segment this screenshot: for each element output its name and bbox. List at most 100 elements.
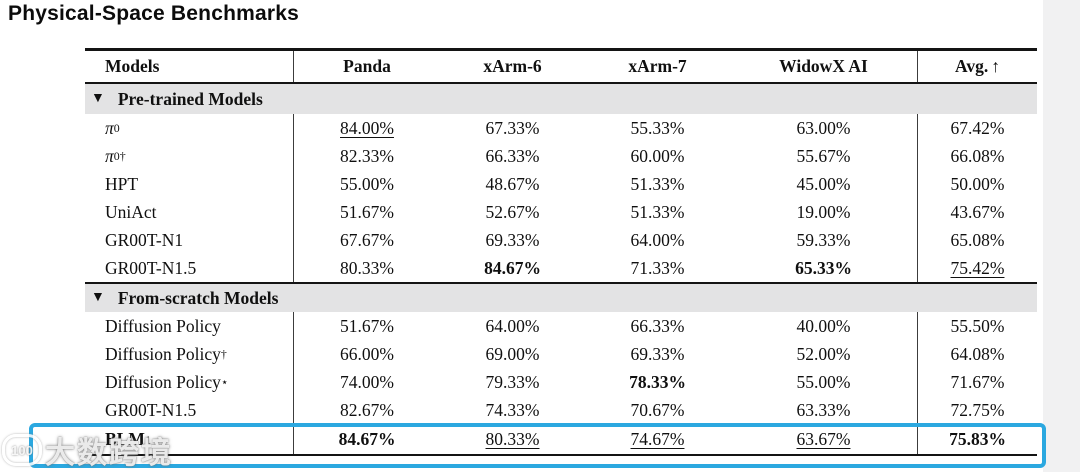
value-cell: 78.33%: [585, 368, 730, 396]
watermark: 100 大数跨境: [2, 428, 173, 472]
value-cell: 64.08%: [917, 340, 1037, 368]
value-cell: 64.00%: [440, 312, 585, 340]
value-cell: 60.00%: [585, 142, 730, 170]
value-cell: 55.00%: [293, 170, 440, 198]
value: 71.33%: [630, 257, 685, 278]
model-name-base: BLM: [105, 429, 145, 449]
value-cell: 40.00%: [730, 312, 917, 340]
table-row-hpt: HPT 55.00% 48.67% 51.33% 45.00% 50.00%: [85, 170, 1037, 198]
value-cell: 82.33%: [293, 142, 440, 170]
value: 63.00%: [796, 117, 851, 138]
table-row-gr00t-n15-scratch: GR00T-N1.5 82.67% 74.33% 70.67% 63.33% 7…: [85, 396, 1037, 424]
value: 50.00%: [950, 173, 1005, 194]
section-header-pretrained: ▼ Pre-trained Models: [85, 84, 1037, 114]
value-cell: 55.67%: [730, 142, 917, 170]
value: 67.42%: [950, 117, 1005, 138]
value: 84.67%: [484, 257, 541, 278]
table-row-pi0-dagger: π 0 † 82.33% 66.33% 60.00% 55.67% 66.08%: [85, 142, 1037, 170]
column-header-models: Models: [105, 56, 160, 76]
table-row-diffusion-policy-dagger: Diffusion Policy † 66.00% 69.00% 69.33% 5…: [85, 340, 1037, 368]
value-cell: 67.33%: [440, 114, 585, 142]
value: 84.00%: [340, 117, 394, 138]
value-cell: 67.42%: [917, 114, 1037, 142]
value-cell: 51.33%: [585, 198, 730, 226]
value-cell: 84.67%: [293, 425, 440, 454]
column-header-xarm7: xArm-7: [628, 56, 687, 76]
value-cell: 70.67%: [585, 396, 730, 424]
value: 82.33%: [340, 145, 394, 166]
value-cell: 63.00%: [730, 114, 917, 142]
watermark-logo-icon: 100: [2, 434, 42, 466]
model-name-base: Diffusion Policy: [105, 371, 221, 392]
value-cell: 19.00%: [730, 198, 917, 226]
value-cell: 65.33%: [730, 254, 917, 282]
value: 51.67%: [340, 315, 394, 336]
value-cell: 79.33%: [440, 368, 585, 396]
value: 67.33%: [485, 117, 540, 138]
value-cell: 63.67%: [730, 425, 917, 454]
value-cell: 71.33%: [585, 254, 730, 282]
value-cell: 45.00%: [730, 170, 917, 198]
value: 52.00%: [796, 343, 851, 364]
value: 64.00%: [630, 229, 685, 250]
value: 69.33%: [485, 229, 540, 250]
value-cell: 69.00%: [440, 340, 585, 368]
value-cell: 66.33%: [440, 142, 585, 170]
model-name-base: UniAct: [105, 201, 157, 222]
table-row-uniact: UniAct 51.67% 52.67% 51.33% 19.00% 43.67…: [85, 198, 1037, 226]
model-name: GR00T-N1: [85, 226, 293, 254]
column-header-widowx: WidowX AI: [779, 56, 868, 76]
model-name: UniAct: [85, 198, 293, 226]
table-header-row: Models Panda xArm-6 xArm-7 WidowX AI Avg…: [85, 51, 1037, 84]
column-header-avg: Avg. ↑: [917, 51, 1037, 82]
page-title: Physical-Space Benchmarks: [8, 2, 299, 25]
value: 80.33%: [485, 429, 540, 449]
value: 51.67%: [340, 201, 394, 222]
value: 19.00%: [796, 201, 851, 222]
ascending-arrow-icon: ↑: [991, 56, 1000, 76]
model-name-base: π: [105, 117, 114, 138]
value-cell: 80.33%: [440, 425, 585, 454]
value-cell: 64.00%: [585, 226, 730, 254]
value: 69.00%: [485, 343, 540, 364]
value-cell: 84.67%: [440, 254, 585, 282]
model-name-base: GR00T-N1: [105, 229, 184, 250]
model-name-base: HPT: [105, 173, 139, 194]
value: 70.67%: [630, 399, 685, 420]
value: 79.33%: [485, 371, 540, 392]
model-name: Diffusion Policy: [85, 312, 293, 340]
value: 65.08%: [950, 229, 1005, 250]
value: 69.33%: [630, 343, 685, 364]
model-name: π 0 †: [105, 145, 126, 166]
benchmark-table: Models Panda xArm-6 xArm-7 WidowX AI Avg…: [85, 48, 1037, 456]
value-cell: 51.67%: [293, 312, 440, 340]
value-cell: 55.33%: [585, 114, 730, 142]
value: 59.33%: [796, 229, 851, 250]
value-cell: 74.33%: [440, 396, 585, 424]
column-header-panda: Panda: [293, 51, 440, 82]
value: 60.00%: [630, 145, 685, 166]
value-cell: 69.33%: [585, 340, 730, 368]
value-cell: 84.00%: [293, 114, 440, 142]
value-cell: 59.33%: [730, 226, 917, 254]
value: 78.33%: [629, 371, 686, 392]
section-label: From-scratch Models: [117, 287, 279, 308]
table-row-blm1: BLM 1 84.67% 80.33% 74.67% 63.67% 75.83%: [85, 424, 1037, 454]
value: 43.67%: [950, 201, 1005, 222]
value-cell: 67.67%: [293, 226, 440, 254]
model-name: GR00T-N1.5: [85, 254, 293, 282]
value: 40.00%: [796, 315, 851, 336]
value: 71.67%: [950, 371, 1005, 392]
value-cell: 74.00%: [293, 368, 440, 396]
value-cell: 55.50%: [917, 312, 1037, 340]
value-cell: 63.33%: [730, 396, 917, 424]
value: 66.00%: [340, 343, 394, 364]
value-cell: 74.67%: [585, 425, 730, 454]
value-cell: 72.75%: [917, 396, 1037, 424]
value: 72.75%: [950, 399, 1005, 420]
value: 64.00%: [485, 315, 540, 336]
value-cell: 82.67%: [293, 396, 440, 424]
value: 82.67%: [340, 399, 394, 420]
